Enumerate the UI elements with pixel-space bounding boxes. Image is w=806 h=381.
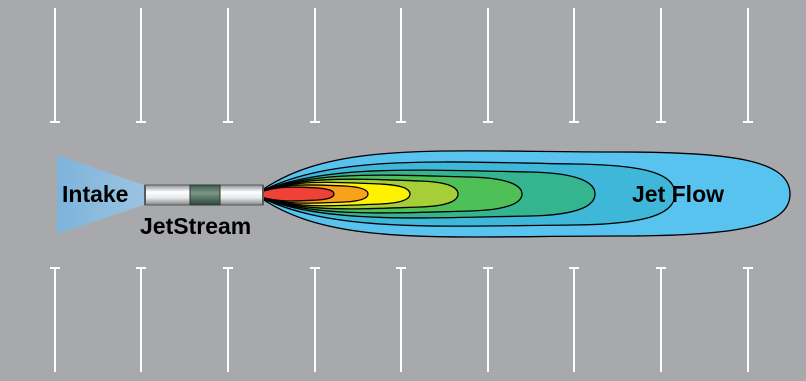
top-lane-markings bbox=[50, 8, 753, 123]
fan-motor bbox=[189, 184, 221, 206]
flow-zone-core bbox=[257, 186, 335, 202]
intake-label: Intake bbox=[62, 181, 129, 207]
jet-fan-unit-icon bbox=[144, 184, 264, 206]
intake-cone bbox=[57, 155, 147, 234]
jet-flow-label: Jet Flow bbox=[632, 181, 725, 207]
jet-flow-plume bbox=[257, 150, 791, 238]
device-label: JetStream bbox=[140, 213, 252, 239]
bottom-lane-markings bbox=[50, 267, 753, 372]
